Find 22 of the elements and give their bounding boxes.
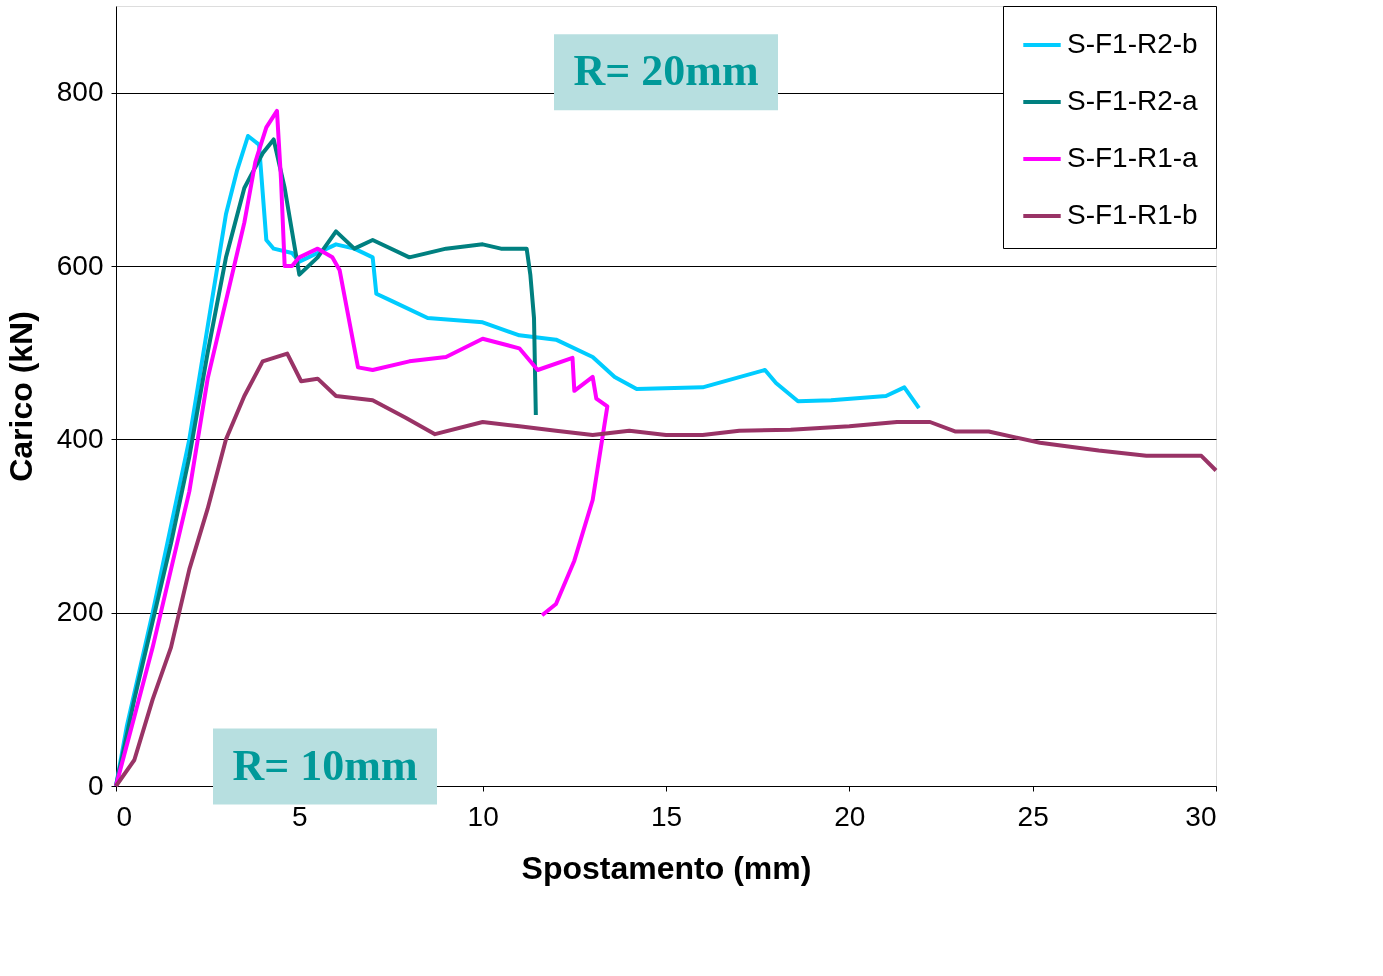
y-tick-label: 800 <box>56 76 104 108</box>
x-axis-title: Spostamento (mm) <box>521 849 812 886</box>
y-tick-label: 200 <box>56 596 104 628</box>
legend-label: S-F1-R1-b <box>1067 199 1198 230</box>
line-series <box>114 108 610 788</box>
y-tick-label: 0 <box>87 769 104 801</box>
x-tick-label: 30 <box>1185 800 1217 832</box>
x-tick-label: 5 <box>292 800 308 832</box>
annotation: R= 20mm <box>573 46 759 96</box>
line-series <box>114 351 1218 788</box>
legend-label: S-F1-R1-a <box>1067 142 1199 173</box>
y-tick-label: 600 <box>56 249 104 281</box>
x-tick-label: 25 <box>1017 800 1049 832</box>
legend-label: S-F1-R2-b <box>1067 28 1198 59</box>
x-tick-label: 15 <box>650 800 683 832</box>
y-tick-label: 400 <box>56 422 104 454</box>
x-tick-label: 20 <box>834 800 866 832</box>
x-tick-label: 0 <box>116 800 133 832</box>
legend-label: S-F1-R2-a <box>1067 85 1199 116</box>
y-axis-title: Carico (kN) <box>2 311 39 482</box>
x-tick-label: 10 <box>467 800 499 832</box>
annotation: R= 10mm <box>232 740 418 790</box>
